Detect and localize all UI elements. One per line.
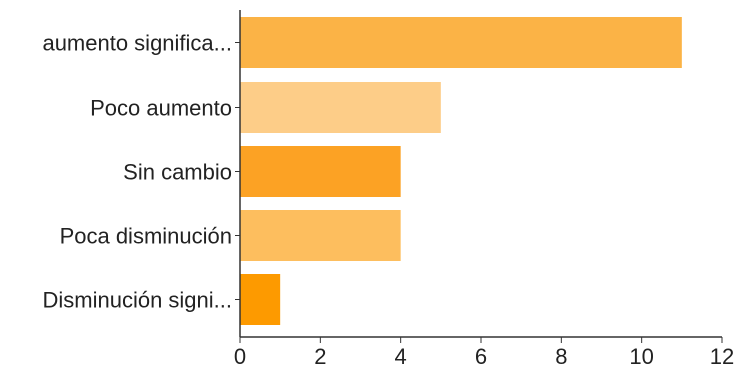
bar-4 bbox=[240, 274, 281, 325]
category-labels: aumento significa... Poco aumento Sin camb… bbox=[42, 31, 232, 313]
x-tick-label: 2 bbox=[314, 344, 326, 369]
x-tick-label: 10 bbox=[629, 344, 653, 369]
x-tick-label: 12 bbox=[710, 344, 734, 369]
x-tick-label: 6 bbox=[475, 344, 487, 369]
bar-1 bbox=[240, 82, 441, 133]
bar-3 bbox=[240, 210, 401, 261]
x-tick-label: 0 bbox=[234, 344, 246, 369]
category-label: Poco aumento bbox=[90, 96, 232, 121]
category-label: Disminución signi... bbox=[42, 288, 232, 313]
bars-group bbox=[240, 17, 682, 325]
axes-group bbox=[235, 10, 723, 343]
category-label: Sin cambio bbox=[123, 160, 232, 185]
bar-0 bbox=[240, 17, 682, 68]
category-label: aumento significa... bbox=[42, 31, 232, 56]
x-tick-label: 8 bbox=[555, 344, 567, 369]
category-label: Poca disminución bbox=[60, 224, 232, 249]
x-tick-label: 4 bbox=[395, 344, 407, 369]
bar-2 bbox=[240, 146, 401, 197]
x-tick-labels: 0 2 4 6 8 10 12 bbox=[234, 344, 734, 369]
